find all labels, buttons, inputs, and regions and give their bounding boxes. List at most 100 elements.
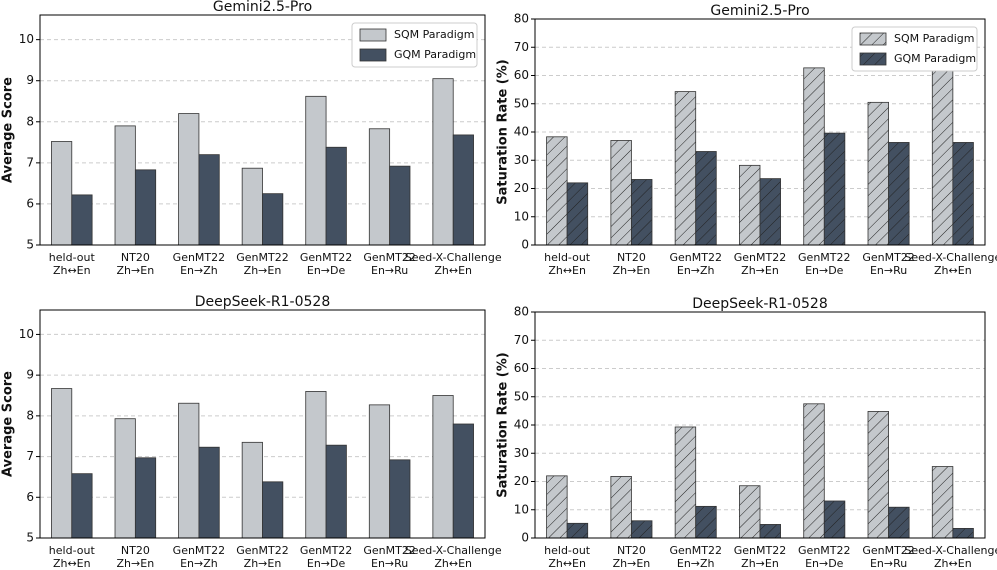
bar bbox=[867, 411, 889, 539]
y-tick-label: 70 bbox=[514, 40, 529, 54]
y-tick-label: 9 bbox=[26, 73, 34, 87]
bar bbox=[952, 142, 974, 246]
x-tick-label: NT20 bbox=[121, 544, 150, 557]
x-tick-label: En→De bbox=[805, 264, 844, 277]
y-tick-label: 7 bbox=[26, 449, 34, 463]
y-tick-label: 50 bbox=[514, 389, 529, 403]
x-tick-label: Zh↔En bbox=[434, 557, 472, 570]
bar bbox=[198, 446, 220, 539]
plot-frame bbox=[534, 311, 986, 539]
bar bbox=[389, 459, 411, 539]
x-tick-label: En→De bbox=[805, 557, 844, 570]
x-tick-label: Seed-X-Challenge bbox=[405, 251, 502, 264]
bar bbox=[931, 466, 954, 539]
x-tick-label: GenMT22 bbox=[734, 544, 786, 557]
x-tick-label: Zh↔En bbox=[53, 557, 91, 570]
plot-frame bbox=[534, 18, 986, 246]
y-tick-label: 5 bbox=[26, 531, 34, 545]
x-tick-label: Zh→En bbox=[117, 557, 155, 570]
y-tick-label: 40 bbox=[514, 125, 529, 139]
bar bbox=[114, 418, 136, 539]
bar bbox=[178, 402, 200, 539]
x-tick-label: GenMT22 bbox=[798, 251, 850, 264]
legend-swatch bbox=[859, 52, 887, 66]
x-tick-label: En→Zh bbox=[180, 557, 218, 570]
x-tick-label: En→De bbox=[307, 557, 346, 570]
y-tick-label: 40 bbox=[514, 418, 529, 432]
y-tick-label: 20 bbox=[514, 474, 529, 488]
bar bbox=[262, 193, 284, 246]
bar bbox=[823, 132, 846, 246]
x-tick-label: NT20 bbox=[617, 544, 646, 557]
x-tick-label: En→Zh bbox=[677, 557, 715, 570]
bar bbox=[674, 426, 697, 539]
y-tick-label: 50 bbox=[514, 96, 529, 110]
bar bbox=[178, 113, 200, 246]
legend-label: SQM Paradigm bbox=[394, 28, 475, 41]
y-tick-label: 0 bbox=[521, 531, 529, 545]
bar bbox=[241, 441, 263, 539]
bar bbox=[51, 388, 73, 539]
plot-frame bbox=[39, 14, 486, 246]
x-tick-label: GenMT22 bbox=[669, 544, 721, 557]
x-tick-label: Zh↔En bbox=[548, 557, 586, 570]
bar bbox=[325, 146, 347, 246]
y-axis-label: Saturation Rate (%) bbox=[496, 352, 511, 497]
y-axis-label: Saturation Rate (%) bbox=[496, 59, 511, 204]
y-tick-label: 10 bbox=[514, 209, 529, 223]
x-tick-label: Zh→En bbox=[613, 557, 651, 570]
bar bbox=[952, 527, 974, 539]
bar bbox=[452, 423, 474, 539]
bar bbox=[305, 391, 327, 539]
bar bbox=[134, 169, 157, 246]
x-tick-label: Zh→En bbox=[741, 557, 779, 570]
bar bbox=[931, 63, 954, 246]
x-tick-label: En→Ru bbox=[870, 557, 907, 570]
plot-frame bbox=[39, 309, 486, 539]
x-tick-label: NT20 bbox=[121, 251, 150, 264]
x-tick-label: GenMT22 bbox=[173, 251, 225, 264]
bar bbox=[739, 485, 761, 539]
y-tick-label: 30 bbox=[514, 153, 529, 167]
bar bbox=[695, 151, 717, 246]
x-tick-label: Zh→En bbox=[613, 264, 651, 277]
bar bbox=[566, 182, 589, 246]
x-tick-label: NT20 bbox=[617, 251, 646, 264]
x-tick-label: GenMT22 bbox=[300, 544, 352, 557]
bar bbox=[368, 128, 391, 246]
y-tick-label: 6 bbox=[26, 196, 34, 210]
bar bbox=[546, 475, 568, 539]
y-tick-label: 6 bbox=[26, 490, 34, 504]
y-tick-label: 10 bbox=[19, 32, 34, 46]
x-tick-label: Seed-X-Challenge bbox=[904, 251, 997, 264]
x-tick-label: En→Zh bbox=[180, 264, 218, 277]
y-tick-label: 5 bbox=[26, 238, 34, 252]
y-tick-label: 20 bbox=[514, 181, 529, 195]
y-tick-label: 7 bbox=[26, 155, 34, 169]
bar bbox=[198, 154, 220, 246]
bar bbox=[71, 473, 93, 539]
legend-swatch bbox=[859, 32, 887, 46]
x-tick-label: En→Ru bbox=[371, 557, 408, 570]
x-tick-label: GenMT22 bbox=[300, 251, 352, 264]
y-tick-label: 8 bbox=[26, 408, 34, 422]
bar bbox=[432, 78, 454, 246]
bar bbox=[432, 395, 454, 539]
y-tick-label: 30 bbox=[514, 446, 529, 460]
chart-title: Gemini2.5-Pro bbox=[213, 0, 312, 15]
x-tick-label: En→Zh bbox=[677, 264, 715, 277]
bar bbox=[610, 476, 632, 539]
x-tick-label: Zh→En bbox=[244, 557, 282, 570]
x-tick-label: Seed-X-Challenge bbox=[405, 544, 502, 557]
y-tick-label: 80 bbox=[514, 12, 529, 26]
y-tick-label: 10 bbox=[514, 502, 529, 516]
x-tick-label: GenMT22 bbox=[798, 544, 850, 557]
x-tick-label: GenMT22 bbox=[669, 251, 721, 264]
x-tick-label: Zh→En bbox=[741, 264, 779, 277]
bar bbox=[368, 404, 391, 539]
bar bbox=[823, 500, 846, 539]
x-tick-label: Zh↔En bbox=[434, 264, 472, 277]
x-tick-label: Zh→En bbox=[117, 264, 155, 277]
x-tick-label: GenMT22 bbox=[363, 544, 415, 557]
bar bbox=[566, 522, 589, 539]
